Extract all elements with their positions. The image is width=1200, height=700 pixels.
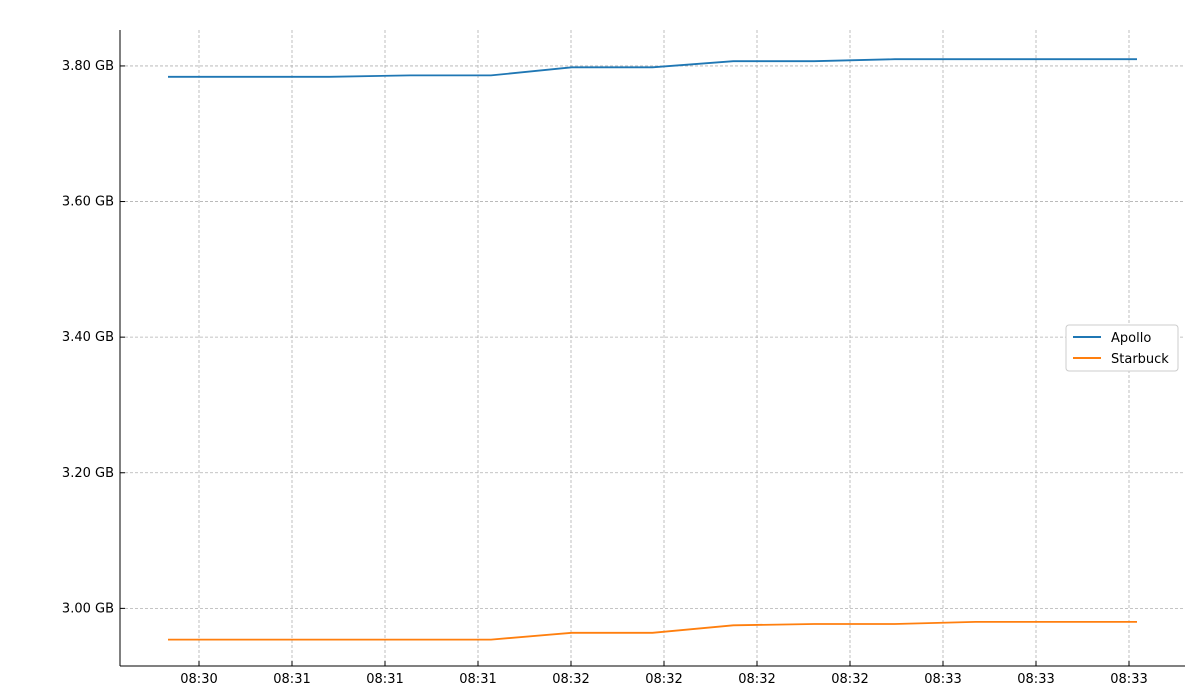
y-tick-label: 3.60 GB (62, 195, 114, 210)
x-tick-label: 08:31 (273, 672, 310, 687)
x-tick-label: 08:32 (552, 672, 589, 687)
x-tick-label: 08:32 (645, 672, 682, 687)
y-tick-label: 3.20 GB (62, 466, 114, 481)
legend-items: Apollo Starbuck (1073, 331, 1169, 367)
x-tick-label: 08:31 (366, 672, 403, 687)
series-line-starbuck (168, 621, 1137, 641)
x-tick-label: 08:33 (1017, 672, 1054, 687)
x-ticks: 08:30 08:31 08:31 08:31 08:32 08:32 08:32 08:32… (180, 661, 1148, 687)
legend-label-apollo: Apollo (1111, 331, 1151, 346)
x-tick-label: 08:30 (180, 672, 217, 687)
series-lines (168, 58, 1137, 641)
legend-label-starbuck: Starbuck (1111, 352, 1169, 367)
legend: Apollo Starbuck (1065, 324, 1179, 372)
x-tick-label: 08:31 (459, 672, 496, 687)
x-tick-label: 08:33 (924, 672, 961, 687)
y-tick-label: 3.00 GB (62, 601, 114, 616)
x-tick-label: 08:32 (738, 672, 775, 687)
x-tick-label: 08:32 (831, 672, 868, 687)
series-line-apollo (168, 58, 1137, 78)
axes (119, 30, 1185, 667)
y-tick-label: 3.40 GB (62, 330, 114, 345)
y-ticks: 3.00 GB 3.20 GB 3.40 GB 3.60 GB 3.80 GB (62, 59, 125, 616)
grid-lines (120, 30, 1185, 666)
x-tick-label: 08:33 (1110, 672, 1147, 687)
y-tick-label: 3.80 GB (62, 59, 114, 74)
